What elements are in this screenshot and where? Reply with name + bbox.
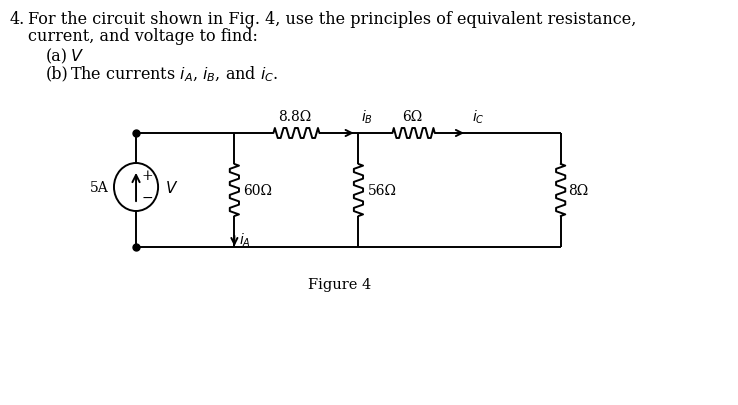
Text: $i_A$: $i_A$ xyxy=(239,231,251,248)
Text: 8.8Ω: 8.8Ω xyxy=(278,110,311,124)
Text: $V$: $V$ xyxy=(165,179,178,196)
Text: The currents $i_A$, $i_B$, and $i_C$.: The currents $i_A$, $i_B$, and $i_C$. xyxy=(70,65,278,84)
Text: For the circuit shown in Fig. 4, use the principles of equivalent resistance,: For the circuit shown in Fig. 4, use the… xyxy=(27,11,636,28)
Text: $i_B$: $i_B$ xyxy=(361,108,373,126)
Text: $V$: $V$ xyxy=(70,48,83,65)
Text: current, and voltage to find:: current, and voltage to find: xyxy=(27,28,258,45)
Text: −: − xyxy=(142,190,154,205)
Text: $i_C$: $i_C$ xyxy=(472,108,484,126)
Text: 56Ω: 56Ω xyxy=(368,183,396,198)
Text: Figure 4: Figure 4 xyxy=(308,277,370,291)
Text: 4.: 4. xyxy=(9,11,24,28)
Text: +: + xyxy=(142,168,154,183)
Text: 6Ω: 6Ω xyxy=(401,110,422,124)
Text: 60Ω: 60Ω xyxy=(244,183,272,198)
Text: (a): (a) xyxy=(46,48,68,65)
Text: 8Ω: 8Ω xyxy=(568,183,588,198)
Text: (b): (b) xyxy=(46,65,69,82)
Text: 5A: 5A xyxy=(90,181,108,194)
